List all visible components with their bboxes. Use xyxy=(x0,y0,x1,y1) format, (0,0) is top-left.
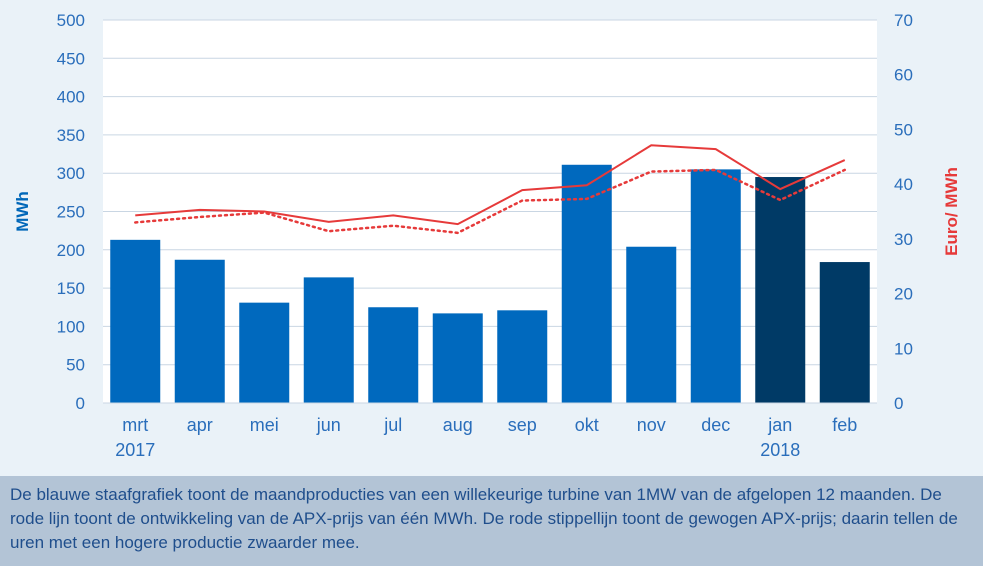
x-tick-label: dec xyxy=(701,415,730,435)
x-tick-label: sep xyxy=(508,415,537,435)
y2-tick-label: 40 xyxy=(894,175,913,194)
x-tick-label: aug xyxy=(443,415,473,435)
x-tick-label: jun xyxy=(316,415,341,435)
bar xyxy=(303,277,354,403)
bar xyxy=(239,302,290,403)
chart-caption: De blauwe staafgrafiek toont de maandpro… xyxy=(0,476,983,566)
bar xyxy=(174,259,225,403)
bar xyxy=(561,164,612,403)
bar xyxy=(368,307,419,403)
y-tick-label: 200 xyxy=(57,241,85,260)
y2-tick-label: 50 xyxy=(894,120,913,139)
x-tick-label: jul xyxy=(383,415,402,435)
chart-area: 0 50 100 150 200 250 300 350 400 450 500 0 10 20 30 40 5… xyxy=(13,11,961,460)
combo-chart: 0 50 100 150 200 250 300 350 400 450 500 0 10 20 30 40 5… xyxy=(13,11,961,460)
y-tick-label: 150 xyxy=(57,279,85,298)
y2-tick-label: 20 xyxy=(894,285,913,304)
x-tick-label: jan xyxy=(767,415,792,435)
x-tick-label: mei xyxy=(250,415,279,435)
y-tick-label: 100 xyxy=(57,317,85,336)
y-tick-label: 0 xyxy=(76,394,85,413)
dotted-price-line xyxy=(134,168,846,235)
y2-tick-label: 10 xyxy=(894,339,913,358)
x-tick-label: apr xyxy=(187,415,213,435)
y-tick-label: 250 xyxy=(57,203,85,222)
bar xyxy=(755,177,806,403)
x-tick-label: nov xyxy=(637,415,666,435)
y2-tick-label: 60 xyxy=(894,66,913,85)
bar xyxy=(690,169,741,403)
bar xyxy=(497,310,548,403)
price-line xyxy=(135,144,846,226)
y2-axis-title: Euro/ MWh xyxy=(942,167,961,256)
y2-tick-label: 0 xyxy=(894,394,903,413)
y-tick-label: 400 xyxy=(57,88,85,107)
x-year-label: 2018 xyxy=(760,440,800,460)
y-axis-title: MWh xyxy=(13,191,32,232)
bar xyxy=(819,262,870,403)
x-tick-label: mrt xyxy=(122,415,148,435)
x-tick-label: feb xyxy=(832,415,857,435)
x-tick-label: okt xyxy=(575,415,599,435)
y2-tick-label: 70 xyxy=(894,11,913,30)
x-year-label: 2017 xyxy=(115,440,155,460)
y-tick-label: 450 xyxy=(57,49,85,68)
y-tick-label: 300 xyxy=(57,164,85,183)
bar xyxy=(432,313,483,403)
y-tick-label: 500 xyxy=(57,11,85,30)
bar xyxy=(626,246,677,403)
y-tick-label: 50 xyxy=(66,356,85,375)
bar xyxy=(110,239,161,403)
y-tick-label: 350 xyxy=(57,126,85,145)
y2-tick-label: 30 xyxy=(894,230,913,249)
